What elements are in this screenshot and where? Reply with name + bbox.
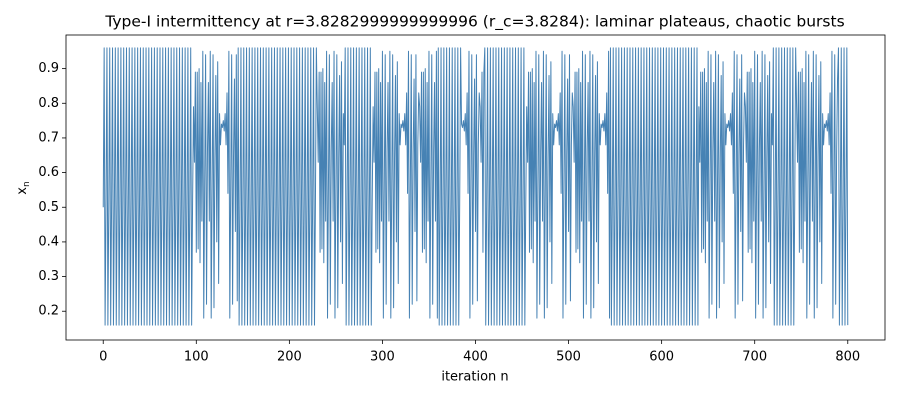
y-tick-label: 0.5 [38, 200, 59, 215]
x-tick-label: 400 [463, 350, 488, 365]
x-tick-label: 800 [835, 350, 860, 365]
x-tick-label: 700 [742, 350, 767, 365]
y-tick-label: 0.6 [38, 165, 59, 180]
y-axis-label-subscript: n [22, 181, 32, 187]
x-tick-label: 600 [649, 350, 674, 365]
x-tick-label: 300 [370, 350, 395, 365]
y-tick-label: 0.3 [38, 269, 59, 284]
data-line [102, 47, 849, 326]
x-tick-label: 0 [99, 350, 107, 365]
y-tick-label: 0.2 [38, 304, 59, 319]
y-axis-label: xn [15, 181, 32, 194]
y-axis-label-base: x [15, 187, 30, 195]
y-tick-label: 0.9 [38, 61, 59, 76]
x-tick-label: 500 [556, 350, 581, 365]
chart-title: Type-I intermittency at r=3.828299999999… [104, 13, 844, 32]
y-tick-label: 0.4 [38, 234, 59, 249]
y-tick-label: 0.8 [38, 96, 59, 111]
y-tick-label: 0.7 [38, 130, 59, 145]
x-axis-label: iteration n [441, 370, 508, 385]
x-tick-label: 100 [184, 350, 209, 365]
x-tick-label: 200 [277, 350, 302, 365]
